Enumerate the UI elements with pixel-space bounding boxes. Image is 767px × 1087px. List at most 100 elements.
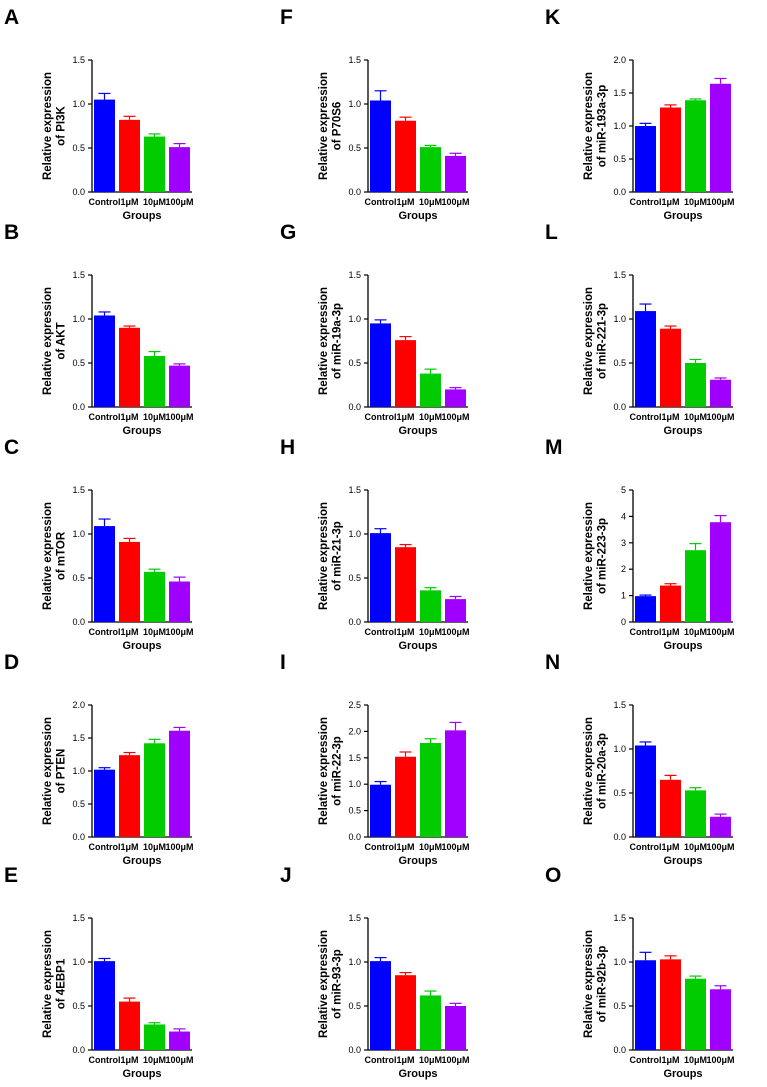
y-axis-title-line: Relative expression — [318, 72, 330, 180]
x-category-label: 10μM — [684, 1055, 707, 1065]
y-tick-label: 4 — [621, 511, 626, 521]
y-tick-label: 1.0 — [72, 99, 85, 109]
y-tick-label: 1.0 — [72, 957, 85, 967]
y-axis-title-line: of P70S6 — [332, 102, 344, 151]
bar-100μM — [710, 816, 731, 837]
y-tick-label: 1.0 — [348, 529, 361, 539]
x-category-label: Control — [89, 842, 121, 852]
y-axis-title-line: of mTOR — [56, 531, 68, 580]
x-category-label: 1μM — [396, 627, 414, 637]
y-tick-label: 0.5 — [72, 143, 85, 153]
x-category-label: 1μM — [120, 627, 138, 637]
bar-10μM — [685, 978, 706, 1050]
panel-letter: D — [4, 651, 19, 674]
x-axis-title: Groups — [122, 640, 161, 652]
x-category-label: 100μM — [441, 842, 469, 852]
y-tick-label: 1.0 — [348, 957, 361, 967]
y-tick-label: 2 — [621, 564, 626, 574]
x-category-label: 10μM — [419, 842, 442, 852]
x-category-label: Control — [365, 842, 397, 852]
x-category-label: 1μM — [396, 412, 414, 422]
panel-letter: K — [545, 6, 560, 29]
bar-1μM — [660, 959, 681, 1050]
bar-1μM — [660, 107, 681, 192]
bar-Control — [370, 323, 391, 407]
y-tick-label: 1.5 — [72, 270, 85, 280]
y-tick-label: 1.0 — [348, 779, 361, 789]
y-axis-title-line: Relative expression — [583, 502, 595, 610]
bar-100μM — [169, 147, 190, 192]
y-axis-title-line: Relative expression — [42, 287, 54, 395]
bar-100μM — [710, 83, 731, 192]
y-axis-title: Relative expression of PTEN — [42, 717, 68, 825]
y-tick-label: 0.5 — [72, 799, 85, 809]
y-tick-label: 1.5 — [348, 913, 361, 923]
bar-Control — [94, 99, 115, 192]
x-category-label: 10μM — [143, 627, 166, 637]
y-axis-title: Relative expression of miR-92b-3p — [583, 930, 609, 1038]
bar-1μM — [660, 328, 681, 407]
y-axis-title-line: Relative expression — [318, 930, 330, 1038]
y-tick-label: 0.0 — [613, 1045, 626, 1055]
y-tick-label: 1.5 — [72, 485, 85, 495]
y-tick-label: 0.0 — [72, 617, 85, 627]
y-axis-title: Relative expression of 4EBP1 — [42, 930, 68, 1038]
y-tick-label: 0.5 — [613, 358, 626, 368]
bar-Control — [635, 311, 656, 407]
x-category-label: 10μM — [419, 197, 442, 207]
panel-letter: M — [545, 436, 563, 459]
x-category-label: 1μM — [396, 197, 414, 207]
y-axis-title: Relative expression of PI3K — [42, 72, 68, 180]
chart-panel-I: I Relative expression of miR-22-3p 0.0 0.5 1.… — [280, 651, 470, 867]
bar-100μM — [169, 1031, 190, 1050]
chart-panel-G: G Relative expression of miR-19a-3p 0.0 0.5 1… — [280, 221, 470, 437]
y-tick-label: 0.0 — [348, 617, 361, 627]
x-category-label: 1μM — [396, 842, 414, 852]
x-category-label: Control — [630, 627, 662, 637]
y-tick-label: 1.5 — [348, 485, 361, 495]
y-tick-label: 0.0 — [348, 402, 361, 412]
y-axis-title-line: of miR-20a-3p — [597, 733, 609, 809]
bar-1μM — [395, 547, 416, 622]
y-axis-title-line: of miR-93-3p — [332, 949, 344, 1019]
y-tick-label: 1.0 — [348, 314, 361, 324]
chart-panel-M: M Relative expression of miR-223-3p 0 1 2 3 4 5 C… — [545, 436, 735, 652]
bar-Control — [94, 315, 115, 407]
bar-Control — [94, 769, 115, 837]
bar-Control — [370, 961, 391, 1050]
bar-100μM — [445, 155, 466, 192]
bar-Control — [94, 961, 115, 1050]
y-tick-label: 1.0 — [613, 121, 626, 131]
y-axis-title: Relative expression of miR-193a-3p — [583, 72, 609, 180]
bar-10μM — [144, 355, 165, 407]
y-axis-title-line: Relative expression — [583, 72, 595, 180]
y-tick-label: 1.0 — [613, 744, 626, 754]
x-category-label: 100μM — [165, 1055, 193, 1065]
y-tick-label: 1.5 — [613, 700, 626, 710]
y-tick-label: 0.5 — [348, 1001, 361, 1011]
bar-100μM — [710, 989, 731, 1050]
chart-panel-N: N Relative expression of miR-20a-3p 0.0 0.5 1… — [545, 651, 735, 867]
y-tick-label: 0.5 — [613, 788, 626, 798]
x-category-label: 1μM — [661, 197, 679, 207]
y-axis-title-line: of PTEN — [56, 749, 68, 794]
x-axis-title: Groups — [663, 425, 702, 437]
y-tick-label: 1.5 — [613, 913, 626, 923]
bar-Control — [635, 960, 656, 1050]
y-tick-label: 0.0 — [348, 832, 361, 842]
x-category-label: Control — [630, 842, 662, 852]
x-axis-title: Groups — [398, 855, 437, 867]
chart-panel-E: E Relative expression of 4EBP1 0.0 0.5 1.0 1.5… — [4, 864, 194, 1080]
bar-1μM — [119, 755, 140, 837]
x-category-label: 100μM — [441, 197, 469, 207]
y-axis-title-line: Relative expression — [42, 72, 54, 180]
bar-Control — [635, 126, 656, 192]
bar-1μM — [119, 327, 140, 407]
x-axis-title: Groups — [663, 210, 702, 222]
bar-Control — [370, 533, 391, 622]
y-axis-title-line: of PI3K — [56, 106, 68, 146]
bar-1μM — [660, 779, 681, 837]
y-axis-title-line: Relative expression — [318, 502, 330, 610]
x-category-label: Control — [89, 1055, 121, 1065]
y-axis-title-line: Relative expression — [583, 717, 595, 825]
